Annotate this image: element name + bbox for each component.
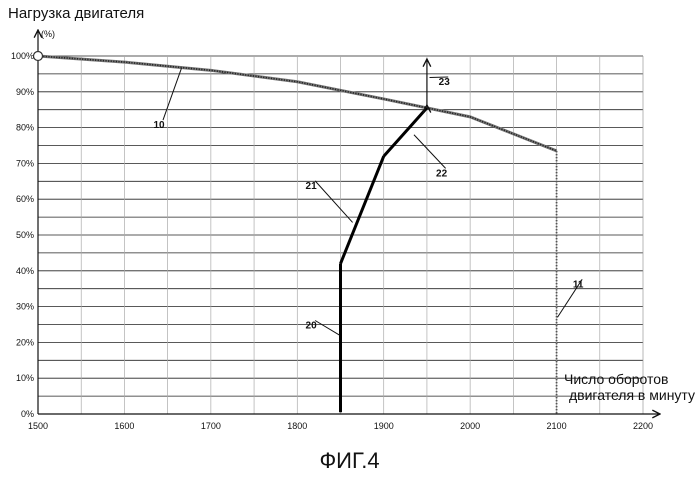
leader-line-10 [163, 68, 181, 120]
annotation-label-11: 11 [573, 279, 584, 290]
y-tick-label: 90% [16, 87, 34, 97]
y-tick-label: 30% [16, 302, 34, 312]
x-tick-label: 1900 [374, 421, 394, 431]
y-tick-label: 10% [16, 373, 34, 383]
series-line-22 [384, 108, 427, 156]
axes [38, 30, 660, 414]
annotation-label-20: 20 [306, 321, 318, 332]
y-tick-label: 50% [16, 230, 34, 240]
leader-line-20 [315, 321, 340, 336]
y-tick-label: 20% [16, 337, 34, 347]
x-tick-label: 1700 [201, 421, 221, 431]
annotations: 10 11 20 21 22 23 [153, 68, 583, 335]
x-tick-label: 2200 [633, 421, 653, 431]
y-tick-label: 60% [16, 194, 34, 204]
x-axis-title-line2: двигателя в минуту [569, 387, 695, 403]
leader-line-21 [315, 181, 352, 223]
annotation-label-22: 22 [436, 168, 448, 179]
x-tick-label: 1600 [114, 421, 134, 431]
y-tick-label: 40% [16, 266, 34, 276]
figure-caption: ФИГ.4 [0, 448, 699, 474]
annotation-label-23: 23 [439, 77, 451, 88]
x-tick-label: 1800 [287, 421, 307, 431]
x-tick-label: 1500 [28, 421, 48, 431]
x-tick-label: 2100 [547, 421, 567, 431]
y-tick-label: 100% [11, 51, 34, 61]
annotation-label-10: 10 [153, 120, 165, 131]
y-tick-label: 80% [16, 123, 34, 133]
series-line-21 [341, 156, 384, 263]
series-layer [34, 52, 557, 415]
x-tick-label: 2000 [460, 421, 480, 431]
x-axis-title-line1: Число оборотов [564, 371, 669, 387]
y-tick-label: 0% [21, 409, 34, 419]
annotation-label-21: 21 [306, 181, 318, 192]
y-axis-unit: (%) [41, 29, 55, 39]
y-axis-title: Нагрузка двигателя [8, 5, 144, 22]
y-tick-label: 70% [16, 158, 34, 168]
start-marker [34, 52, 43, 61]
